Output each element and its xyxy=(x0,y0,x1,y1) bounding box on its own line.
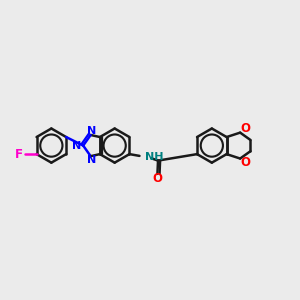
Text: N: N xyxy=(87,155,96,165)
Text: O: O xyxy=(152,172,162,185)
Text: O: O xyxy=(240,122,250,135)
Text: F: F xyxy=(15,148,23,160)
Text: N: N xyxy=(87,126,96,136)
Text: NH: NH xyxy=(145,152,163,162)
Text: N: N xyxy=(72,141,82,151)
Text: O: O xyxy=(240,157,250,169)
